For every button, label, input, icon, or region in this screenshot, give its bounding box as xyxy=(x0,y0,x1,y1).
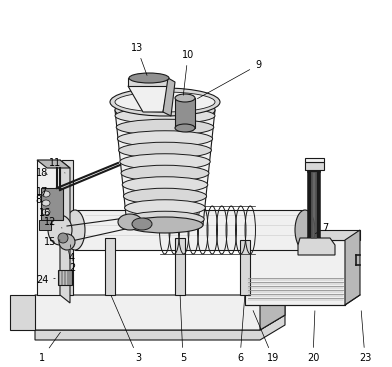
Ellipse shape xyxy=(116,119,214,135)
Polygon shape xyxy=(115,110,215,225)
Ellipse shape xyxy=(122,177,208,193)
Text: 4: 4 xyxy=(69,245,75,263)
Text: 23: 23 xyxy=(359,311,371,363)
Polygon shape xyxy=(175,98,195,128)
Ellipse shape xyxy=(126,211,204,227)
Polygon shape xyxy=(305,158,324,162)
Ellipse shape xyxy=(42,191,50,197)
Polygon shape xyxy=(35,280,285,330)
Polygon shape xyxy=(163,78,175,116)
Ellipse shape xyxy=(117,131,212,147)
Ellipse shape xyxy=(115,108,215,124)
Polygon shape xyxy=(128,86,168,112)
Ellipse shape xyxy=(58,233,68,243)
Text: 5: 5 xyxy=(180,296,186,363)
Polygon shape xyxy=(305,162,324,170)
Polygon shape xyxy=(39,220,51,230)
Ellipse shape xyxy=(42,209,50,215)
Ellipse shape xyxy=(42,200,50,206)
Ellipse shape xyxy=(295,210,315,250)
Ellipse shape xyxy=(129,73,169,83)
Ellipse shape xyxy=(121,165,209,181)
Ellipse shape xyxy=(59,234,75,250)
Polygon shape xyxy=(245,230,360,240)
Ellipse shape xyxy=(48,215,72,245)
Ellipse shape xyxy=(175,124,195,132)
Text: 20: 20 xyxy=(307,311,319,363)
Polygon shape xyxy=(75,210,305,250)
Ellipse shape xyxy=(115,98,215,122)
Polygon shape xyxy=(60,160,70,303)
Text: 24: 24 xyxy=(36,275,55,285)
Ellipse shape xyxy=(115,92,215,112)
Text: 11: 11 xyxy=(49,158,65,173)
Text: 18: 18 xyxy=(36,168,48,178)
Ellipse shape xyxy=(119,142,211,158)
Polygon shape xyxy=(345,230,360,305)
Polygon shape xyxy=(41,188,63,220)
Text: 16: 16 xyxy=(39,208,53,225)
Text: 3: 3 xyxy=(111,295,141,363)
Text: 7: 7 xyxy=(316,223,328,234)
Text: 13: 13 xyxy=(131,43,147,75)
Text: 2: 2 xyxy=(69,251,75,273)
Text: 19: 19 xyxy=(253,310,279,363)
Text: 15: 15 xyxy=(44,237,60,247)
Ellipse shape xyxy=(120,154,210,170)
Text: 9: 9 xyxy=(198,60,261,99)
Text: 17: 17 xyxy=(36,187,48,197)
Polygon shape xyxy=(62,160,73,295)
Polygon shape xyxy=(298,238,335,255)
Polygon shape xyxy=(37,160,60,295)
Ellipse shape xyxy=(132,218,152,230)
Polygon shape xyxy=(128,78,168,86)
Ellipse shape xyxy=(175,94,195,102)
Ellipse shape xyxy=(123,188,207,204)
Text: 6: 6 xyxy=(237,296,245,363)
Text: 12: 12 xyxy=(44,217,62,228)
Polygon shape xyxy=(37,160,70,168)
Polygon shape xyxy=(240,240,250,295)
Ellipse shape xyxy=(127,217,203,233)
Polygon shape xyxy=(10,295,35,330)
Polygon shape xyxy=(260,280,285,330)
Polygon shape xyxy=(245,240,345,305)
Polygon shape xyxy=(58,270,72,285)
Text: 8: 8 xyxy=(35,195,43,205)
Ellipse shape xyxy=(125,200,205,216)
Ellipse shape xyxy=(65,210,85,250)
Polygon shape xyxy=(105,238,115,295)
Polygon shape xyxy=(35,315,285,340)
Text: 10: 10 xyxy=(182,50,194,95)
Text: 1: 1 xyxy=(39,332,60,363)
Polygon shape xyxy=(175,238,185,295)
Ellipse shape xyxy=(118,214,142,230)
Ellipse shape xyxy=(110,88,220,116)
